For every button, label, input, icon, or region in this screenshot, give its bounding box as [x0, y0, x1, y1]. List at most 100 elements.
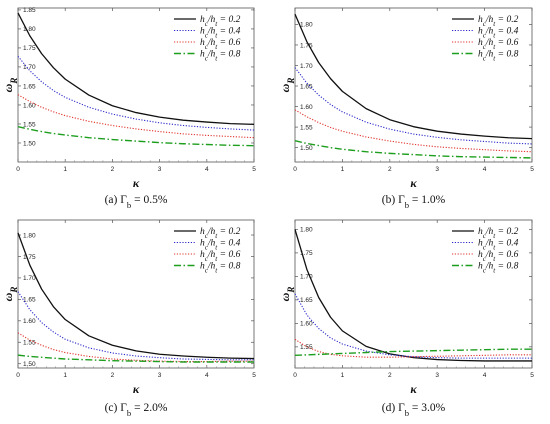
y-axis-label: ωR	[1, 287, 19, 302]
plot-frame	[17, 7, 255, 163]
series-line-3	[294, 338, 532, 358]
y-axis-label: ωR	[1, 78, 19, 93]
panel-c: 0 1 2 3 4 5 1.50 1.55 1.60 1.65 1.70 1.75 1.80 hc/ht …	[1, 219, 256, 418]
y-tick-label: 1.85	[23, 7, 36, 14]
legend-label-1: hc/ht = 0.2	[478, 227, 519, 240]
series-line-4	[17, 125, 255, 147]
legend-label-2: hc/ht = 0.4	[200, 239, 241, 252]
x-tick-label: 1	[63, 166, 67, 173]
y-tick-label: 1.65	[300, 83, 313, 90]
series-line-4	[294, 348, 532, 357]
y-tick-label: 1.75	[300, 42, 313, 49]
panel-caption: (c) Γb = 2.0%	[105, 402, 168, 418]
x-tick-label: 0	[16, 166, 20, 173]
legend-label-3: hc/ht = 0.6	[200, 38, 241, 51]
y-tick-label: 1.80	[300, 227, 313, 234]
panel-caption: (a) Γb = 0.5%	[105, 194, 168, 210]
x-tick-label: 3	[435, 372, 439, 379]
x-tick-label: 2	[388, 166, 392, 173]
x-axis-label: κ	[410, 176, 417, 190]
plot-frame	[294, 7, 533, 163]
x-tick-label: 0	[16, 372, 20, 379]
x-tick-label: 5	[252, 372, 256, 379]
panel-caption: (d) Γb = 3.0%	[382, 402, 446, 418]
series-line-2	[294, 293, 532, 359]
y-tick-label: 1.50	[23, 140, 36, 147]
series-line-1	[17, 12, 255, 126]
legend-label-1: hc/ht = 0.2	[200, 227, 241, 240]
x-tick-label: 4	[205, 372, 209, 379]
x-tick-label: 3	[435, 166, 439, 173]
y-tick-label: 1.70	[300, 63, 313, 70]
legend-label-4: hc/ht = 0.8	[478, 262, 519, 275]
y-tick-label: 1.75	[300, 250, 313, 257]
y-tick-label: 1.50	[300, 145, 313, 152]
x-axis-label: κ	[133, 382, 140, 396]
series-line-4	[294, 139, 533, 159]
y-tick-label: 1.65	[23, 297, 36, 304]
y-tick-label: 1.65	[23, 83, 36, 90]
y-axis-label: ωR	[278, 287, 296, 302]
legend-label-4: hc/ht = 0.8	[478, 50, 519, 63]
legend-label-2: hc/ht = 0.4	[478, 239, 519, 252]
y-tick-label: 1.75	[23, 45, 36, 52]
x-tick-label: 2	[388, 372, 392, 379]
y-tick-label: 1.60	[23, 102, 36, 109]
y-tick-label: 1.70	[23, 275, 36, 282]
y-tick-label: 1.55	[300, 124, 313, 131]
legend-label-2: hc/ht = 0.4	[478, 27, 519, 40]
y-tick-label: 1.75	[23, 254, 36, 261]
y-tick-label: 1.60	[300, 321, 313, 328]
x-tick-label: 3	[158, 166, 162, 173]
x-tick-label: 5	[530, 372, 534, 379]
y-tick-label: 1.55	[300, 344, 313, 351]
legend-label-3: hc/ht = 0.6	[478, 250, 519, 263]
x-tick-label: 1	[341, 372, 345, 379]
x-tick-label: 4	[483, 166, 487, 173]
x-tick-label: 4	[483, 372, 487, 379]
x-tick-label: 2	[111, 372, 115, 379]
series-line-1	[294, 229, 532, 362]
y-tick-label: 1.55	[23, 340, 36, 347]
x-tick-label: 1	[63, 372, 67, 379]
x-tick-label: 1	[341, 166, 345, 173]
x-axis-label: κ	[410, 382, 417, 396]
x-tick-label: 5	[252, 166, 256, 173]
series-line-4	[17, 354, 254, 363]
panel-d: 0 1 2 3 4 5 1.55 1.60 1.65 1.70 1.75 1.80 hc/ht = 0.…	[278, 219, 534, 418]
y-tick-label: 1.50	[23, 361, 36, 368]
legend-label-3: hc/ht = 0.6	[200, 250, 241, 263]
legend-label-4: hc/ht = 0.8	[200, 262, 241, 275]
y-tick-label: 1.80	[23, 232, 36, 239]
x-axis-label: κ	[133, 176, 140, 190]
panel-b: 0 1 2 3 4 5 1.50 1.55 1.60 1.65 1.70 1.75 1.80 hc/ht …	[278, 7, 534, 210]
series-line-3	[17, 94, 255, 139]
panel-caption: (b) Γb = 1.0%	[382, 194, 446, 210]
x-tick-label: 4	[205, 166, 209, 173]
y-tick-label: 1.60	[300, 104, 313, 111]
plot-frame	[17, 219, 255, 369]
y-tick-label: 1.60	[23, 318, 36, 325]
x-tick-label: 2	[111, 166, 115, 173]
x-tick-label: 3	[158, 372, 162, 379]
legend-label-2: hc/ht = 0.4	[200, 27, 241, 40]
legend-label-1: hc/ht = 0.2	[200, 15, 241, 28]
y-tick-label: 1.80	[300, 22, 313, 29]
legend-label-1: hc/ht = 0.2	[478, 15, 519, 28]
y-tick-label: 1.70	[300, 274, 313, 281]
y-tick-label: 1.80	[23, 26, 36, 33]
y-axis-label: ωR	[278, 78, 296, 93]
y-tick-label: 1.70	[23, 64, 36, 71]
series-line-3	[294, 109, 533, 153]
x-tick-label: 5	[530, 166, 534, 173]
legend-label-4: hc/ht = 0.8	[200, 50, 241, 63]
series-line-1	[294, 13, 533, 140]
y-tick-label: 1.65	[300, 297, 313, 304]
x-tick-label: 0	[293, 166, 297, 173]
legend-label-3: hc/ht = 0.6	[478, 38, 519, 51]
y-tick-label: 1.55	[23, 121, 36, 128]
series-line-1	[17, 232, 255, 360]
x-tick-label: 0	[293, 372, 297, 379]
panel-a: 0 1 2 3 4 5 1.50 1.55 1.60 1.65 1.70 1.75 1.80 1.85 hc…	[1, 7, 256, 210]
